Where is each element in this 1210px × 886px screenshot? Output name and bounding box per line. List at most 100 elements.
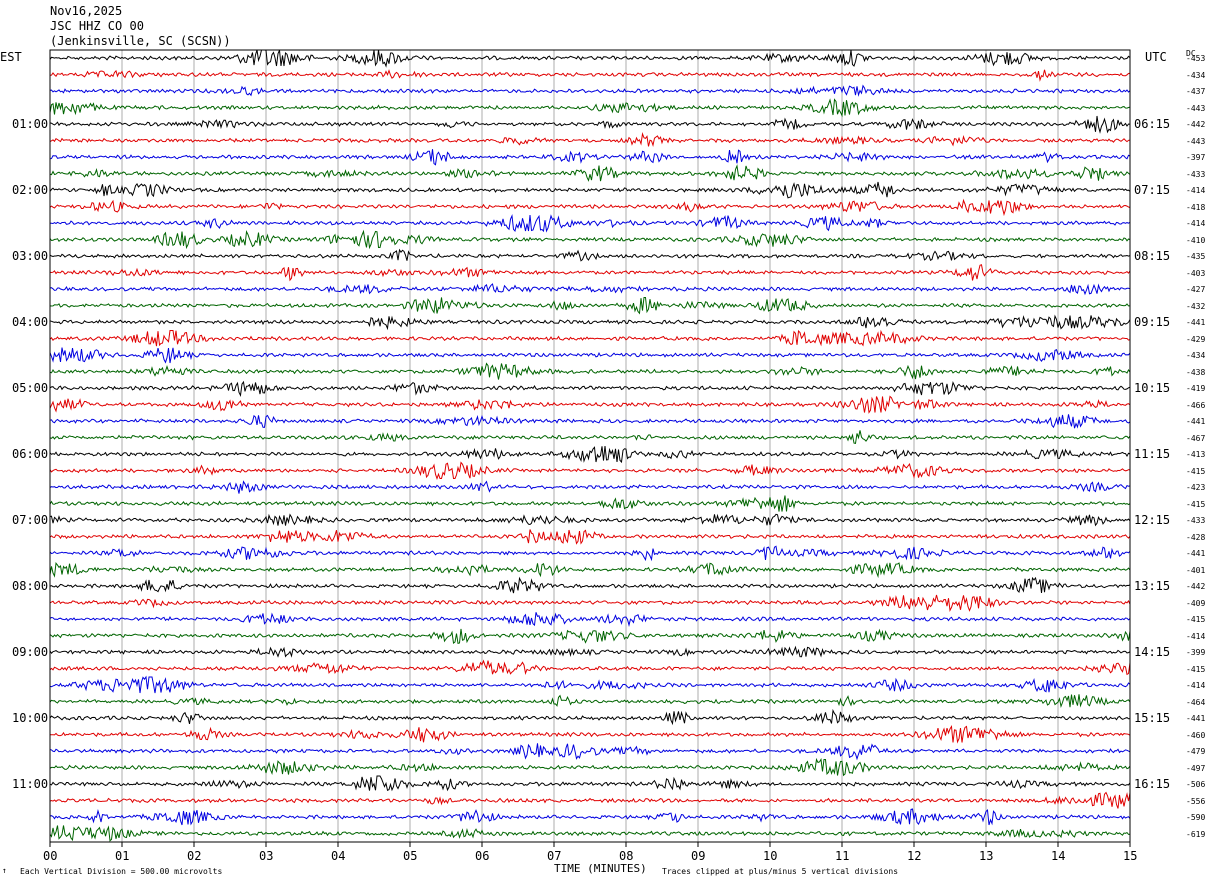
left-hour-label: 06:00	[12, 447, 49, 461]
dc-offset-label: -443	[1186, 136, 1206, 146]
trace-line	[49, 362, 1131, 380]
trace-line	[49, 513, 1131, 527]
trace-line	[49, 594, 1131, 612]
trace-line	[49, 628, 1131, 645]
dc-offset-label: -460	[1186, 730, 1206, 740]
x-tick-label: 09	[691, 849, 706, 863]
trace-line	[49, 98, 1131, 118]
dc-offset-label: -414	[1186, 219, 1206, 228]
right-hour-label: 10:15	[1134, 381, 1171, 395]
right-hour-label: 16:15	[1134, 777, 1171, 791]
dc-offset-label: -466	[1186, 400, 1206, 410]
trace-line	[49, 430, 1131, 444]
dc-offset-label: -423	[1186, 483, 1206, 492]
plot-frame	[49, 49, 1131, 843]
scale-note: Each Vertical Division = 500.00 microvol…	[20, 867, 223, 876]
trace-line	[49, 115, 1131, 134]
trace-line	[49, 229, 1131, 250]
dc-offset-label: -419	[1186, 384, 1206, 393]
x-tick-label: 07	[547, 849, 562, 863]
left-hour-label: 01:00	[12, 117, 49, 131]
trace-line	[49, 645, 1131, 658]
trace-line	[49, 198, 1131, 217]
x-tick-label: 12	[907, 849, 922, 863]
trace-line	[49, 149, 1131, 166]
dc-offset-label: -467	[1186, 433, 1206, 443]
corner-mark: ↑	[2, 866, 7, 875]
dc-offset-label: -432	[1186, 301, 1206, 311]
trace-line	[49, 694, 1131, 709]
left-hour-label: 09:00	[12, 645, 49, 659]
x-tick-label: 08	[619, 849, 634, 863]
clip-note: Traces clipped at plus/minus 5 vertical …	[662, 867, 899, 876]
dc-offset-label: -433	[1186, 169, 1206, 179]
left-axis-title: EST	[0, 50, 22, 64]
trace-line	[49, 612, 1131, 627]
trace-line	[49, 347, 1131, 364]
trace-line	[49, 825, 1131, 842]
trace-line	[49, 743, 1131, 761]
left-hour-label: 07:00	[12, 513, 49, 527]
right-axis-title: UTC	[1145, 50, 1167, 64]
left-hour-label: 10:00	[12, 711, 49, 725]
right-hour-label: 13:15	[1134, 579, 1171, 593]
x-axis-title: TIME (MINUTES)	[554, 862, 647, 875]
x-axis-ticks	[49, 842, 1131, 847]
dc-offset-label: -433	[1186, 516, 1206, 525]
left-hour-label: 02:00	[12, 183, 49, 197]
x-tick-label: 10	[763, 849, 778, 863]
x-tick-label: 05	[403, 849, 418, 863]
dc-offset-label: -415	[1186, 499, 1206, 509]
trace-line	[49, 480, 1131, 494]
dc-offset-label: -401	[1186, 565, 1206, 575]
dc-offset-label: -443	[1186, 103, 1206, 113]
dc-offset-label: -413	[1186, 450, 1206, 459]
trace-line	[49, 264, 1131, 282]
dc-title: DC	[1186, 49, 1196, 58]
left-hour-label: 11:00	[12, 777, 49, 791]
dc-offset-label: -619	[1186, 829, 1206, 839]
right-hour-label: 12:15	[1134, 513, 1171, 527]
trace-line	[49, 808, 1131, 826]
right-hour-label: 07:15	[1134, 183, 1171, 197]
dc-offset-label: -434	[1186, 351, 1206, 360]
dc-offset-label: -397	[1186, 153, 1206, 162]
trace-line	[49, 659, 1131, 676]
dc-offset-label: -590	[1186, 813, 1206, 822]
dc-offset-label: -441	[1186, 714, 1206, 723]
x-tick-label: 03	[259, 849, 274, 863]
dc-offset-label: -414	[1186, 631, 1206, 641]
dc-offset-label: -442	[1186, 582, 1206, 591]
dc-offset-label: -441	[1186, 318, 1206, 327]
x-tick-label: 11	[835, 849, 850, 863]
x-tick-label: 04	[331, 849, 346, 863]
dc-offset-label: -410	[1186, 235, 1206, 245]
x-tick-label: 01	[115, 849, 130, 863]
dc-offset-label: -506	[1186, 780, 1206, 789]
minute-grid	[121, 50, 1059, 842]
trace-line	[49, 561, 1131, 579]
trace-line	[49, 495, 1131, 512]
dc-offset-label: -418	[1186, 202, 1206, 212]
trace-line	[49, 757, 1131, 777]
dc-offset-label: -441	[1186, 417, 1206, 426]
trace-line	[49, 724, 1131, 744]
right-hour-label: 06:15	[1134, 117, 1171, 131]
dc-offset-label: -428	[1186, 532, 1206, 542]
right-hour-label: 14:15	[1134, 645, 1171, 659]
dc-offset-label: -453	[1186, 54, 1206, 63]
right-hour-label: 08:15	[1134, 249, 1171, 263]
x-tick-label: 15	[1123, 849, 1138, 863]
dc-offset-label: -556	[1186, 796, 1206, 806]
x-tick-label: 13	[979, 849, 994, 863]
x-tick-label: 00	[43, 849, 58, 863]
trace-line	[49, 314, 1131, 331]
x-tick-label: 14	[1051, 849, 1066, 863]
trace-line	[49, 445, 1131, 464]
trace-line	[49, 380, 1131, 397]
dc-offset-label: -435	[1186, 252, 1206, 261]
dc-offset-label: -464	[1186, 697, 1206, 707]
dc-offset-label: -414	[1186, 186, 1206, 195]
header-date: Nov16,2025	[50, 4, 123, 18]
header-station: JSC HHZ CO 00	[50, 19, 144, 33]
